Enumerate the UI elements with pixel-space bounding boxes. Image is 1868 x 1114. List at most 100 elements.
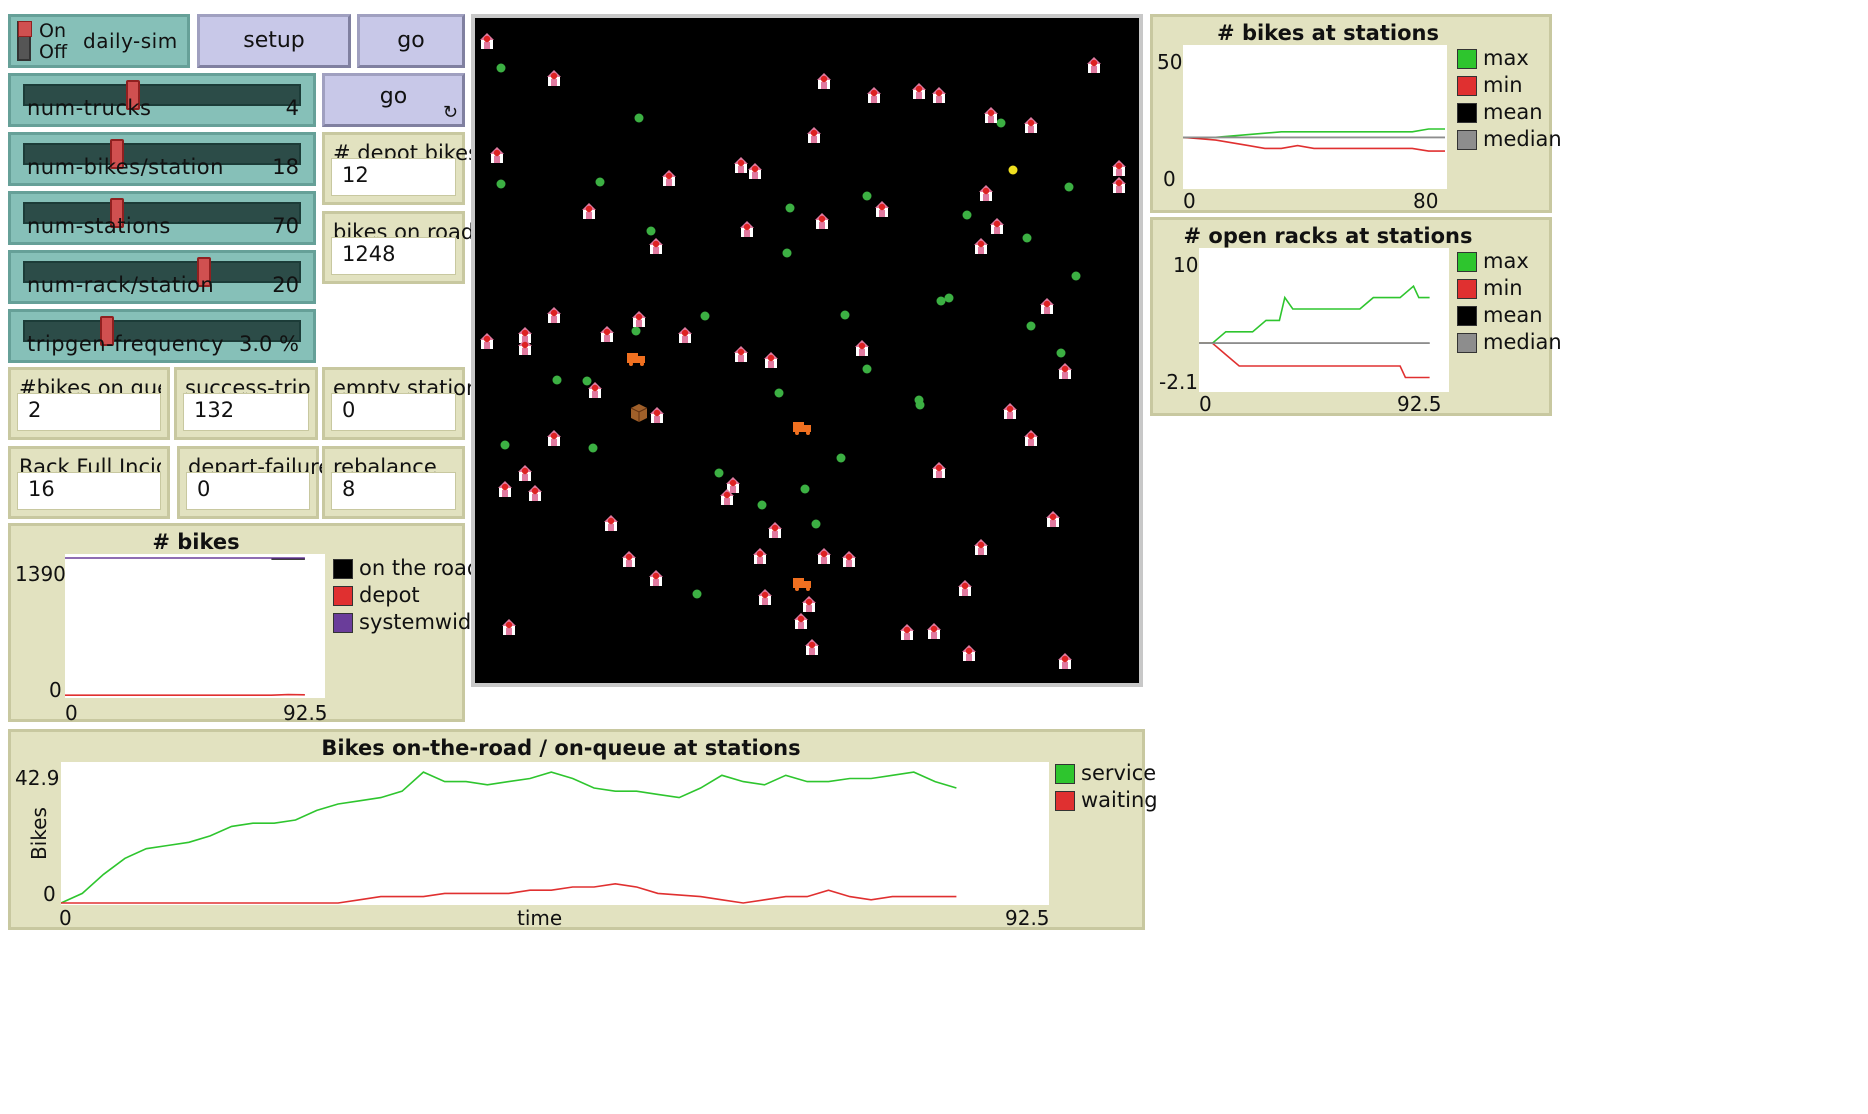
legend-label: mean bbox=[1483, 100, 1543, 124]
slider-thumb[interactable] bbox=[110, 198, 125, 228]
slider-track[interactable] bbox=[23, 202, 301, 224]
legend-mean: mean bbox=[1457, 303, 1543, 327]
plot-title: # open racks at stations bbox=[1183, 224, 1473, 248]
slider-track[interactable] bbox=[23, 320, 301, 342]
station-house-icon bbox=[979, 185, 993, 201]
slider-value: 4 bbox=[285, 96, 299, 120]
series-line-service bbox=[61, 771, 957, 904]
station-house-icon bbox=[726, 477, 740, 493]
tree-agent bbox=[582, 376, 592, 386]
legend-swatch bbox=[1055, 791, 1075, 811]
empty-station-value: 0 bbox=[331, 393, 456, 431]
y-axis-label: Bikes bbox=[27, 807, 51, 860]
bikes-on-road-monitor: bikes on road 1248 bbox=[322, 211, 474, 284]
tree-agent bbox=[782, 248, 792, 258]
series-line-max bbox=[1199, 284, 1430, 344]
tree-agent bbox=[714, 468, 724, 478]
legend-label: on the road bbox=[359, 556, 481, 580]
station-house-icon bbox=[815, 213, 829, 229]
depot-bikes-monitor: # depot bikes 12 bbox=[322, 132, 479, 205]
station-house-icon bbox=[794, 613, 808, 629]
bikes-at-stations-plot-area bbox=[1183, 45, 1447, 189]
series-line-max bbox=[1183, 128, 1445, 139]
legend-median: median bbox=[1457, 330, 1562, 354]
tree-agent bbox=[757, 500, 767, 510]
y-tick-top: 10 bbox=[1173, 253, 1199, 277]
empty-station-monitor: empty station 0 bbox=[322, 367, 479, 440]
slider-track[interactable] bbox=[23, 84, 301, 106]
world-view[interactable] bbox=[471, 14, 1143, 687]
station-house-icon bbox=[650, 407, 664, 423]
daily-sim-switch[interactable]: On Off daily-sim bbox=[8, 14, 190, 68]
legend-swatch bbox=[1457, 333, 1477, 353]
slider-track[interactable] bbox=[23, 261, 301, 283]
legend-label: max bbox=[1483, 46, 1529, 70]
legend-min: min bbox=[1457, 276, 1523, 300]
switch-off-label: Off bbox=[39, 41, 68, 63]
station-house-icon bbox=[764, 352, 778, 368]
slider-num-trucks[interactable]: num-trucks 4 bbox=[8, 73, 316, 127]
series-line-min bbox=[1183, 136, 1445, 152]
setup-button[interactable]: setup bbox=[197, 14, 351, 68]
station-house-icon bbox=[518, 465, 532, 481]
series-line-min bbox=[1199, 342, 1430, 379]
legend-label: waiting bbox=[1081, 788, 1158, 812]
slider-label: tripgen-frequency bbox=[27, 332, 224, 356]
station-house-icon bbox=[678, 327, 692, 343]
slider-num-rack-station[interactable]: num-rack/station 20 bbox=[8, 250, 316, 304]
station-house-icon bbox=[528, 485, 542, 501]
go-button[interactable]: go bbox=[357, 14, 465, 68]
tree-agent bbox=[862, 364, 872, 374]
slider-tripgen-frequency[interactable]: tripgen-frequency 3.0 % bbox=[8, 309, 316, 363]
highlight-agent bbox=[1008, 165, 1018, 175]
station-house-icon bbox=[758, 589, 772, 605]
tree-agent bbox=[634, 113, 644, 123]
station-house-icon bbox=[974, 539, 988, 555]
legend-min: min bbox=[1457, 73, 1523, 97]
station-house-icon bbox=[748, 163, 762, 179]
legend-depot: depot bbox=[333, 583, 420, 607]
y-tick-top: 50 bbox=[1157, 50, 1183, 74]
station-house-icon bbox=[1003, 403, 1017, 419]
slider-thumb[interactable] bbox=[99, 316, 114, 346]
station-house-icon bbox=[490, 147, 504, 163]
open-racks-plot: # open racks at stations 10 -2.1 0 92.5 … bbox=[1150, 217, 1562, 416]
tree-agent bbox=[692, 589, 702, 599]
plot-title: # bikes at stations bbox=[1217, 21, 1439, 45]
station-house-icon bbox=[807, 127, 821, 143]
truck-icon bbox=[793, 578, 811, 591]
slider-num-stations[interactable]: num-stations 70 bbox=[8, 191, 316, 245]
station-house-icon bbox=[900, 624, 914, 640]
y-tick-bottom: 0 bbox=[43, 882, 56, 906]
world-canvas[interactable] bbox=[475, 18, 1139, 683]
legend-label: depot bbox=[359, 583, 420, 607]
legend-waiting: waiting bbox=[1055, 788, 1158, 812]
toggle-handle[interactable] bbox=[17, 21, 32, 61]
station-house-icon bbox=[990, 218, 1004, 234]
station-house-icon bbox=[974, 238, 988, 254]
slider-label: num-rack/station bbox=[27, 273, 215, 297]
legend-label: service bbox=[1081, 761, 1157, 785]
tree-agent bbox=[500, 440, 510, 450]
legend-label: median bbox=[1483, 330, 1562, 354]
x-tick-right: 92.5 bbox=[283, 701, 328, 725]
station-house-icon bbox=[518, 339, 532, 355]
station-house-icon bbox=[768, 522, 782, 538]
slider-thumb[interactable] bbox=[110, 139, 125, 169]
slider-thumb[interactable] bbox=[197, 257, 212, 287]
slider-thumb[interactable] bbox=[125, 80, 140, 110]
station-house-icon bbox=[1058, 653, 1072, 669]
slider-track[interactable] bbox=[23, 143, 301, 165]
station-house-icon bbox=[498, 481, 512, 497]
x-tick-left: 0 bbox=[59, 906, 72, 930]
tree-agent bbox=[595, 177, 605, 187]
bikes-road-queue-plot: Bikes on-the-road / on-queue at stations… bbox=[8, 729, 1158, 930]
open-racks-plot-area bbox=[1199, 248, 1449, 392]
y-tick-bottom: 0 bbox=[1163, 167, 1176, 191]
go-forever-button[interactable]: go ↻ bbox=[322, 73, 465, 127]
rebalance-monitor: rebalance 8 bbox=[322, 446, 465, 519]
slider-num-bikes-station[interactable]: num-bikes/station 18 bbox=[8, 132, 316, 186]
tree-agent bbox=[631, 326, 641, 336]
station-house-icon bbox=[480, 33, 494, 49]
depot-box-icon bbox=[630, 404, 648, 422]
